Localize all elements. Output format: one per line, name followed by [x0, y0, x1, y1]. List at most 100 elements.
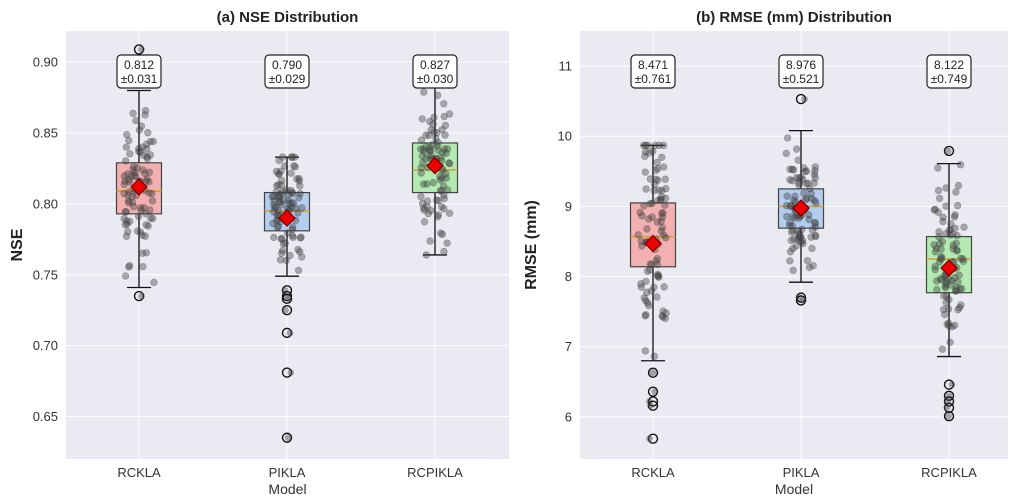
sample-point — [294, 266, 303, 275]
sample-point — [441, 121, 450, 130]
sample-point — [422, 251, 430, 259]
sample-point — [941, 273, 949, 281]
mean-marker — [426, 156, 444, 175]
y-tick-label: 0.75 — [33, 267, 58, 282]
stat-annotation-line: 8.471 — [638, 58, 668, 72]
sample-point — [940, 292, 948, 300]
sample-point — [288, 189, 296, 197]
sample-point — [944, 147, 952, 155]
sample-point — [278, 153, 287, 161]
sample-point — [121, 177, 129, 185]
sample-point — [122, 232, 131, 240]
sample-point — [279, 196, 288, 204]
sample-point — [281, 239, 289, 247]
sample-point — [433, 196, 441, 204]
sample-point — [278, 246, 287, 255]
sample-point — [125, 198, 133, 207]
sample-point — [956, 161, 965, 169]
sample-point — [651, 180, 659, 189]
sample-point — [950, 274, 959, 282]
outlier-marker — [281, 367, 293, 378]
sample-point — [786, 165, 794, 173]
sample-point — [658, 311, 666, 320]
sample-point — [811, 174, 819, 182]
sample-point — [423, 197, 432, 205]
y-tick-label: 10 — [558, 129, 572, 144]
sample-point — [806, 184, 814, 193]
stat-annotation-line: ±0.030 — [417, 72, 454, 86]
sample-point — [442, 149, 450, 158]
sample-point — [948, 381, 956, 389]
sample-point — [434, 196, 443, 205]
sample-point — [643, 225, 651, 233]
sample-point — [270, 201, 278, 209]
sample-point — [120, 214, 128, 223]
sample-point — [788, 165, 797, 174]
sample-point — [804, 179, 812, 188]
sample-point — [429, 120, 437, 128]
sample-point — [275, 170, 283, 178]
sample-point — [436, 172, 444, 181]
sample-point — [141, 169, 149, 178]
sample-point — [441, 131, 449, 139]
sample-point — [934, 186, 943, 195]
sample-point — [652, 257, 660, 265]
sample-point — [932, 244, 941, 253]
sample-point — [274, 207, 283, 215]
sample-point — [937, 252, 945, 261]
sample-point — [137, 122, 146, 130]
sample-point — [660, 283, 668, 291]
sample-point — [812, 199, 820, 207]
sample-point — [794, 234, 803, 242]
sample-point — [434, 139, 442, 147]
sample-point — [275, 190, 284, 199]
sample-point — [297, 233, 305, 241]
sample-point — [803, 256, 812, 265]
sample-point — [658, 213, 667, 221]
sample-point — [795, 180, 803, 189]
sample-point — [418, 152, 426, 160]
sample-point — [129, 109, 137, 118]
sample-point — [811, 166, 819, 175]
sample-point — [122, 217, 131, 225]
sample-point — [646, 435, 653, 443]
sample-point — [138, 249, 146, 257]
sample-point — [440, 194, 448, 203]
stat-annotation-line: ±0.031 — [121, 72, 158, 86]
sample-point — [288, 231, 297, 240]
x-tick-label: RCPIKLA — [921, 465, 977, 480]
sample-point — [277, 235, 286, 243]
sample-point — [426, 154, 434, 162]
sample-point — [783, 192, 791, 200]
sample-point — [789, 266, 797, 275]
sample-point — [275, 170, 283, 178]
sample-point — [128, 198, 137, 207]
sample-point — [789, 244, 797, 253]
sample-point — [288, 203, 296, 212]
outlier-marker — [943, 390, 955, 402]
sample-point — [810, 170, 819, 179]
sample-point — [645, 149, 653, 157]
sample-point — [788, 222, 797, 230]
sample-point — [420, 148, 429, 156]
sample-point — [426, 143, 434, 152]
sample-point — [141, 106, 150, 115]
outlier-marker — [647, 386, 659, 397]
sample-point — [139, 166, 147, 174]
sample-point — [136, 148, 145, 156]
sample-point — [296, 234, 305, 242]
sample-point — [641, 312, 649, 320]
sample-point — [957, 254, 965, 263]
sample-point — [142, 140, 151, 148]
sample-point — [938, 345, 947, 353]
x-tick-label: RCKLA — [631, 465, 675, 480]
panel-title: (a) NSE Distribution — [217, 9, 359, 26]
sample-point — [957, 301, 965, 309]
sample-point — [145, 178, 153, 186]
sample-point — [650, 186, 658, 195]
sample-point — [931, 248, 940, 256]
sample-point — [949, 245, 957, 253]
sample-point — [125, 263, 133, 271]
sample-point — [269, 219, 277, 228]
